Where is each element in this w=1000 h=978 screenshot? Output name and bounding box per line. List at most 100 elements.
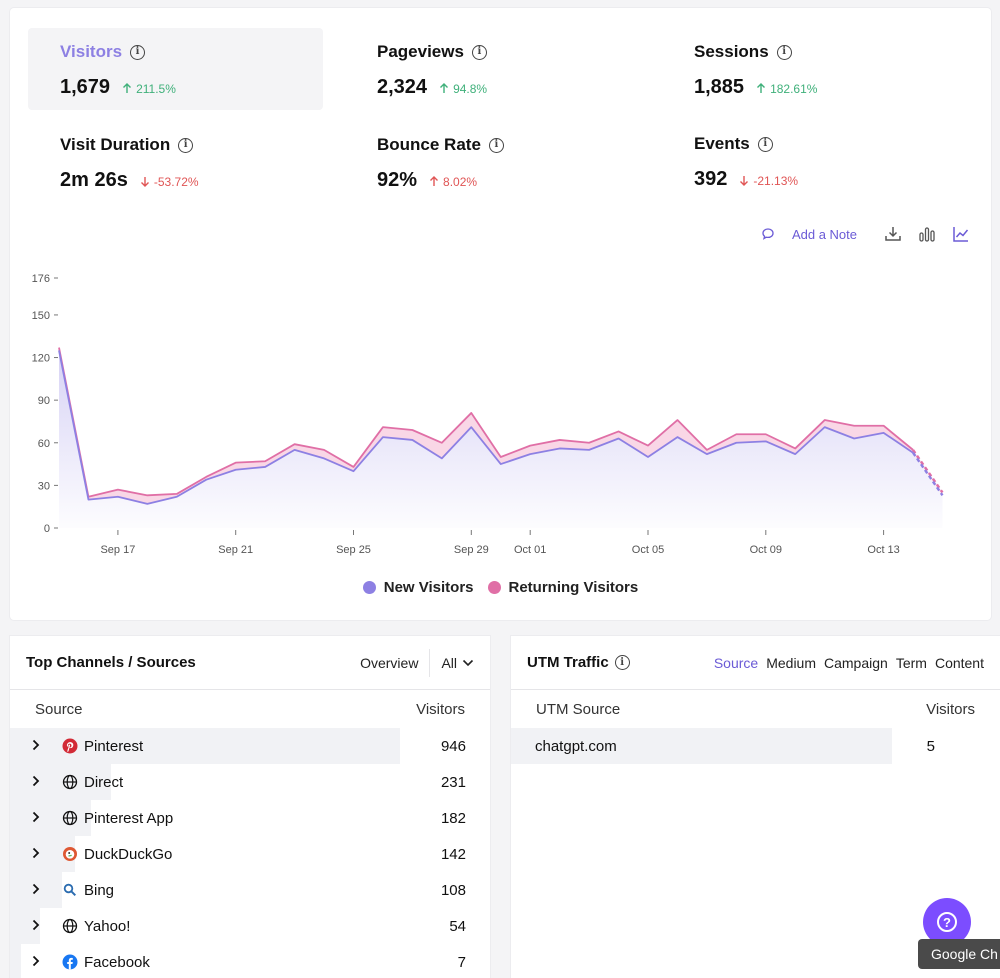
channels-column-header: Source Visitors <box>10 690 490 728</box>
channel-row[interactable]: Pinterest App 182 <box>10 800 490 836</box>
comment-icon[interactable] <box>758 224 778 244</box>
channel-row[interactable]: Facebook 7 <box>10 944 490 978</box>
metric-change-value: -21.13% <box>753 174 799 188</box>
x-tick-label: Sep 29 <box>454 544 489 556</box>
tab-content[interactable]: Content <box>934 654 984 671</box>
returning-visitors-projection-line <box>912 449 944 494</box>
x-tick-label: Oct 01 <box>514 544 546 556</box>
channel-visitors: 108 <box>440 881 466 899</box>
metric-visitors[interactable]: Visitors i 1,679 211.5% <box>28 28 323 110</box>
question-icon: ? <box>937 912 957 932</box>
metric-visit-duration[interactable]: Visit Duration i 2m 26s -53.72% <box>28 121 323 203</box>
metric-pageviews[interactable]: Pageviews i 2,324 94.8% <box>345 28 640 110</box>
col-visitors[interactable]: Visitors <box>416 700 465 718</box>
col-utm-visitors[interactable]: Visitors <box>926 700 975 718</box>
chevron-right-icon[interactable] <box>32 810 52 827</box>
utm-title-text: UTM Traffic <box>527 654 609 671</box>
metric-events[interactable]: Events i 392 -21.13% <box>662 120 957 202</box>
row-share-bar <box>511 728 892 764</box>
arrow-up-icon <box>123 83 132 93</box>
bar-chart-icon[interactable] <box>917 224 937 244</box>
channel-label: Direct <box>84 773 124 791</box>
metric-label-text: Visit Duration <box>60 135 171 154</box>
help-button[interactable]: ? <box>923 898 971 946</box>
row-share-bar <box>10 908 40 944</box>
globe-icon <box>62 918 78 934</box>
legend-label-returning: Returning Visitors <box>508 579 639 596</box>
utm-source-label: chatgpt.com <box>535 737 617 755</box>
legend-returning-visitors[interactable]: Returning Visitors <box>487 579 639 596</box>
metric-change-value: -53.72% <box>153 175 199 189</box>
metric-label: Pageviews i <box>377 42 640 62</box>
metric-label-text: Visitors <box>60 42 123 61</box>
metric-label-text: Events <box>694 134 750 153</box>
line-chart-icon[interactable] <box>951 224 971 244</box>
col-source: Source <box>35 700 83 718</box>
metric-value: 2,324 <box>377 76 428 98</box>
legend-dot-returning <box>487 581 501 594</box>
row-share-bar <box>10 800 91 836</box>
x-tick-label: Sep 25 <box>336 544 371 556</box>
metric-label-text: Bounce Rate <box>377 135 481 154</box>
metric-change: 182.61% <box>756 82 817 96</box>
channel-label: Pinterest <box>84 737 144 755</box>
arrow-up-icon <box>757 83 766 93</box>
metric-label-text: Sessions <box>694 42 769 61</box>
new-visitors-area <box>59 350 943 528</box>
channel-label: Pinterest App <box>84 809 174 827</box>
info-icon[interactable]: i <box>178 137 194 153</box>
info-icon[interactable]: i <box>471 44 487 60</box>
channel-row[interactable]: Yahoo! 54 <box>10 908 490 944</box>
chevron-right-icon[interactable] <box>32 738 52 755</box>
channel-visitors: 946 <box>440 737 466 755</box>
info-icon[interactable]: i <box>130 44 146 60</box>
channel-row[interactable]: Direct 231 <box>10 764 490 800</box>
tab-campaign[interactable]: Campaign <box>824 654 888 671</box>
channels-header: Top Channels / Sources Overview All <box>10 636 490 690</box>
metric-change: 8.02% <box>429 175 477 189</box>
metric-change: 211.5% <box>122 82 176 96</box>
info-icon[interactable]: i <box>757 136 773 152</box>
overview-card: Visitors i 1,679 211.5% Pageviews i 2,324 94.8%… <box>10 8 991 620</box>
metric-label-text: Pageviews <box>377 42 464 61</box>
y-tick-label: 0 <box>44 523 50 535</box>
returning-visitors-line <box>58 347 914 498</box>
download-icon[interactable] <box>883 224 903 244</box>
tab-term[interactable]: Term <box>895 654 927 671</box>
utm-list: chatgpt.com 5 <box>511 728 1000 764</box>
channel-label: Facebook <box>84 953 150 971</box>
add-note-button[interactable]: Add a Note <box>791 226 857 242</box>
chart-toolbar: Add a Note <box>758 224 971 244</box>
x-tick-label: Sep 21 <box>218 544 253 556</box>
metric-bounce-rate[interactable]: Bounce Rate i 92% 8.02% <box>345 121 640 203</box>
channel-row[interactable]: DuckDuckGo 142 <box>10 836 490 872</box>
chevron-right-icon[interactable] <box>32 846 52 863</box>
top-channels-panel: Top Channels / Sources Overview All Sour… <box>10 636 490 978</box>
channel-label: DuckDuckGo <box>84 845 173 863</box>
overview-link[interactable]: Overview <box>360 654 419 671</box>
metric-change-value: 94.8% <box>453 82 488 96</box>
utm-row[interactable]: chatgpt.com 5 <box>511 728 1000 764</box>
metric-label: Bounce Rate i <box>377 135 640 155</box>
chevron-right-icon[interactable] <box>32 774 52 791</box>
chevron-down-icon <box>462 659 474 666</box>
row-share-bar <box>10 764 111 800</box>
chevron-right-icon[interactable] <box>32 918 52 935</box>
metric-sessions[interactable]: Sessions i 1,885 182.61% <box>662 28 957 110</box>
info-icon[interactable]: i <box>488 137 504 153</box>
info-icon[interactable]: i <box>776 44 792 60</box>
tab-source[interactable]: Source <box>713 654 759 671</box>
channel-row[interactable]: Pinterest 946 <box>10 728 490 764</box>
tab-medium[interactable]: Medium <box>766 654 816 671</box>
metric-change: -21.13% <box>739 174 798 188</box>
legend-new-visitors[interactable]: New Visitors <box>362 579 474 596</box>
chevron-right-icon[interactable] <box>32 954 52 971</box>
channel-row[interactable]: Bing 108 <box>10 872 490 908</box>
visitors-area-chart: 0 30 60 90 120 150 176 Sep 17 Sep 21 Sep 25 Sep 29… <box>32 273 944 556</box>
facebook-icon <box>62 954 78 970</box>
filter-dropdown[interactable]: All <box>441 655 474 671</box>
tooltip: Google Ch <box>918 939 1000 969</box>
metric-label: Visitors i <box>60 42 323 62</box>
info-icon[interactable]: i <box>614 655 630 670</box>
chevron-right-icon[interactable] <box>32 882 52 899</box>
